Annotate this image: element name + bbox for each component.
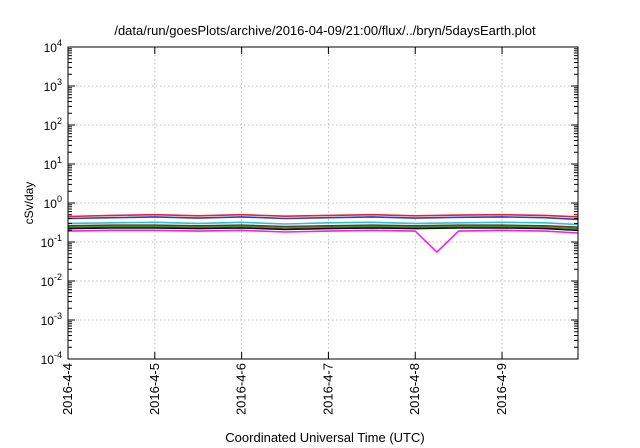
y-tick-label: 10-2 xyxy=(41,272,62,289)
x-tick-label: 2016-4-7 xyxy=(320,363,335,415)
y-tick-label: 103 xyxy=(44,77,62,94)
chart-title: /data/run/goesPlots/archive/2016-04-09/2… xyxy=(114,23,536,38)
x-tick-label: 2016-4-8 xyxy=(407,363,422,415)
y-tick-label: 104 xyxy=(44,38,62,55)
y-tick-label: 100 xyxy=(44,194,62,211)
y-tick-label: 102 xyxy=(44,116,62,133)
series-line-1 xyxy=(67,213,579,218)
x-tick-label: 2016-4-9 xyxy=(494,363,509,415)
y-axis-label: cSv/day xyxy=(22,182,36,225)
series-line-5 xyxy=(67,225,579,230)
series-line-6 xyxy=(67,227,579,232)
x-axis-label: Coordinated Universal Time (UTC) xyxy=(225,430,424,445)
y-tick-label: 10-4 xyxy=(41,350,62,367)
series-group xyxy=(67,213,579,253)
y-tick-label: 10-3 xyxy=(41,311,62,328)
x-tick-label: 2016-4-5 xyxy=(147,363,162,415)
series-line-4 xyxy=(67,224,579,228)
y-tick-label: 10-1 xyxy=(41,233,62,250)
grid xyxy=(68,47,578,359)
x-axis: 2016-4-4 2016-4-5 2016-4-6 2016-4-7 2016-4-8… xyxy=(60,47,509,415)
x-tick-label: 2016-4-4 xyxy=(60,363,75,415)
series-line-7 xyxy=(67,229,579,253)
y-tick-label: 101 xyxy=(44,155,62,172)
x-tick-label: 2016-4-6 xyxy=(234,363,249,415)
series-line-3 xyxy=(67,221,579,226)
y-axis: 10-4 10-3 10-2 10-1 100 101 102 103 104 xyxy=(41,38,578,367)
series-line-2 xyxy=(67,216,579,221)
